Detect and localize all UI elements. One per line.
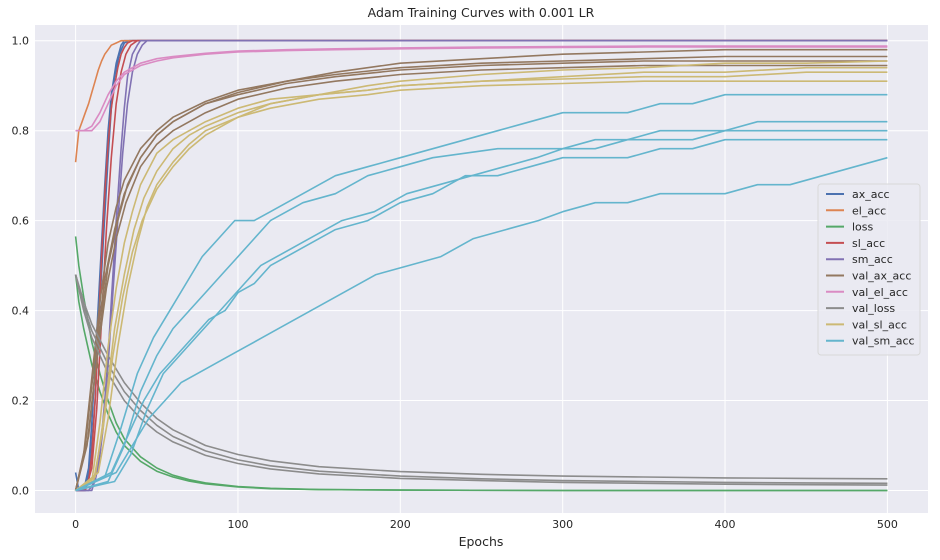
series-line xyxy=(75,45,888,132)
y-tick-label: 0.4 xyxy=(12,305,30,318)
series-val-sm-acc xyxy=(75,93,888,492)
legend-label: val_el_acc xyxy=(852,286,908,299)
series-line xyxy=(75,46,888,132)
series-line xyxy=(74,48,888,491)
legend-label: val_sm_acc xyxy=(852,335,915,348)
series-line xyxy=(75,138,888,492)
x-tick-label: 100 xyxy=(227,518,248,531)
series-line xyxy=(74,55,888,491)
series-line xyxy=(75,71,888,492)
series-val-el-acc xyxy=(75,45,888,132)
y-tick-label: 0.6 xyxy=(12,215,30,228)
series-line xyxy=(75,39,888,492)
series-line xyxy=(75,66,888,492)
legend-label: val_loss xyxy=(852,302,895,315)
series-line xyxy=(75,93,888,492)
legend-label: val_ax_acc xyxy=(852,270,911,283)
series-line xyxy=(74,274,888,486)
legend-label: sm_acc xyxy=(852,253,893,266)
series-line xyxy=(75,129,888,492)
x-tick-label: 0 xyxy=(72,518,79,531)
chart-title: Adam Training Curves with 0.001 LR xyxy=(368,5,595,20)
x-tick-label: 500 xyxy=(877,518,898,531)
plot-background xyxy=(35,25,928,513)
series-line xyxy=(75,39,888,492)
tick-labels: 0 100 200 300 400 500 0.0 0.2 0.4 0.6 0.8 1.0 xyxy=(12,35,898,531)
series-val-ax-acc xyxy=(74,48,888,491)
series-sm-acc xyxy=(75,39,888,492)
series-line xyxy=(75,156,888,492)
series-val-loss xyxy=(74,274,888,486)
legend-label: el_acc xyxy=(852,204,886,217)
y-tick-label: 0.8 xyxy=(12,125,30,138)
series-line xyxy=(74,60,888,491)
y-tick-label: 1.0 xyxy=(12,35,30,48)
y-tick-label: 0.2 xyxy=(12,395,30,408)
x-tick-label: 200 xyxy=(390,518,411,531)
x-tick-label: 400 xyxy=(715,518,736,531)
x-axis-label: Epochs xyxy=(459,534,504,549)
series-line xyxy=(74,64,888,491)
legend-label: sl_acc xyxy=(852,237,885,250)
y-tick-label: 0.0 xyxy=(12,485,30,498)
series-line xyxy=(75,80,888,492)
series-sl-acc xyxy=(75,39,888,492)
legend-label: loss xyxy=(852,221,874,234)
legend-label: val_sl_acc xyxy=(852,318,907,331)
x-tick-label: 300 xyxy=(552,518,573,531)
series-line xyxy=(75,60,888,492)
series-val-sl-acc xyxy=(75,60,888,492)
series-line xyxy=(74,274,888,485)
series-line xyxy=(75,39,888,492)
series-line xyxy=(74,274,888,480)
legend-label: ax_acc xyxy=(852,188,890,201)
series-lines xyxy=(74,39,888,492)
